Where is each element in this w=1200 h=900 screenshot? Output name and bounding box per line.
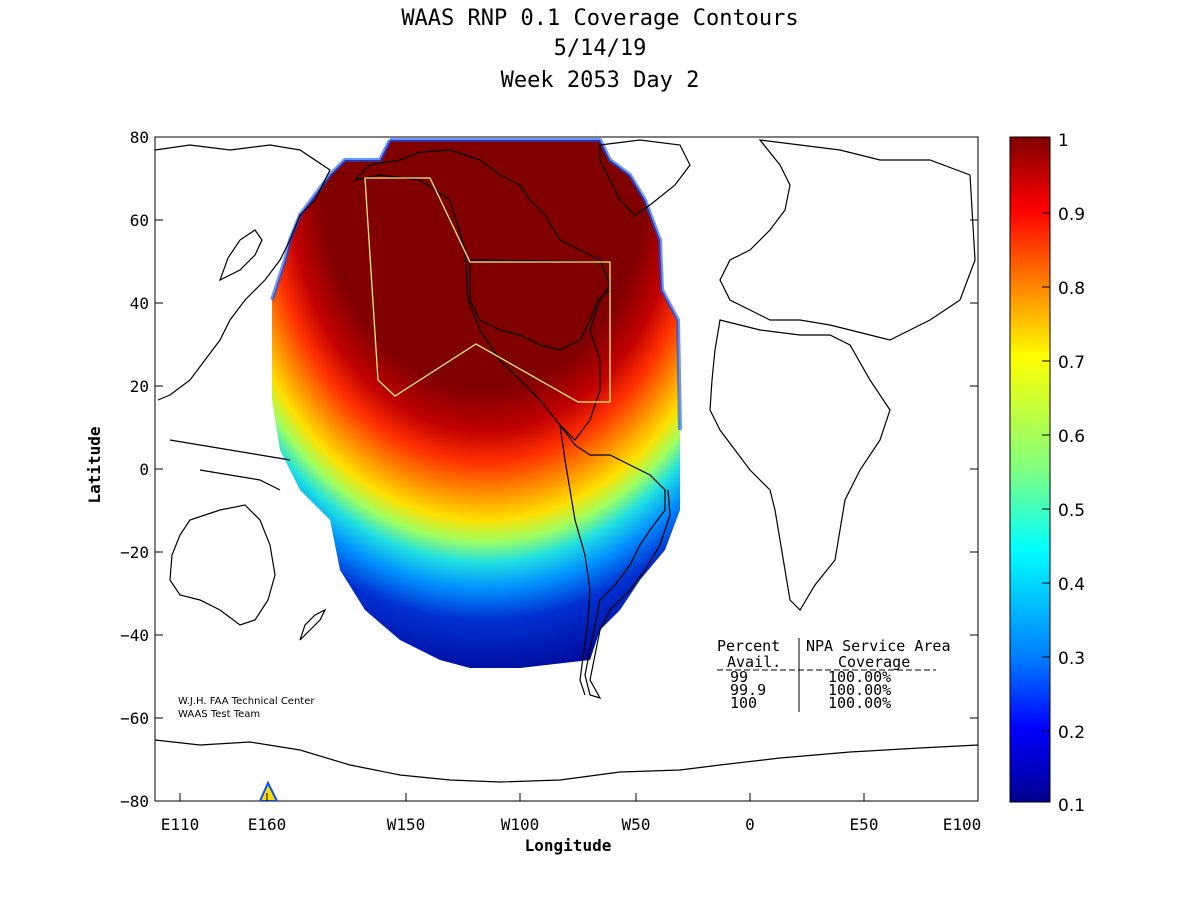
table-header-coverage: Coverage (838, 653, 910, 671)
chart-date: 5/14/19 (553, 36, 647, 61)
colorbar-tick-label: 0.4 (1058, 575, 1085, 595)
x-tick-label: W50 (622, 815, 651, 834)
x-axis-label: Longitude (525, 836, 612, 855)
waas-service-area-outline (364, 177, 611, 403)
y-axis-label: Latitude (85, 426, 104, 503)
table-header-npa: NPA Service Area (806, 637, 951, 655)
colorbar-tick-label: 0.9 (1058, 205, 1085, 225)
chart-title: WAAS RNP 0.1 Coverage Contours (401, 6, 799, 31)
chart-week-day: Week 2053 Day 2 (500, 68, 700, 93)
colorbar-tick-label: 0.1 (1058, 796, 1085, 816)
colorbar-tick-label: 0.5 (1058, 501, 1085, 521)
y-tick-label: −80 (120, 792, 149, 811)
x-tick-label: E50 (850, 815, 879, 834)
colorbar-tick-label: 0.7 (1058, 353, 1085, 373)
colorbar-tick-label: 0.2 (1058, 723, 1085, 743)
x-tick-label: W150 (387, 815, 426, 834)
y-tick-label: 80 (130, 128, 149, 147)
coverage-table: Percent NPA Service Area Avail. Coverage… (717, 637, 951, 712)
y-tick-label: −60 (120, 709, 149, 728)
x-tick-label: E110 (161, 815, 200, 834)
colorbar (1009, 136, 1051, 803)
colorbar-tick-label: 0.8 (1058, 279, 1085, 299)
x-tick-label: E100 (943, 815, 982, 834)
credit-line-2: WAAS Test Team (178, 709, 260, 720)
x-tick-label: E160 (248, 815, 287, 834)
table-row-coverage: 100.00% (828, 668, 891, 686)
coastlines (155, 139, 978, 783)
y-tick-marks (155, 136, 978, 802)
table-row-avail: 99 (730, 668, 748, 686)
coverage-contour-area (272, 140, 680, 668)
y-tick-label: 40 (130, 294, 149, 313)
table-row-avail: 100 (730, 694, 757, 712)
y-tick-label: −20 (120, 543, 149, 562)
colorbar-tick-label: 0.3 (1058, 649, 1085, 669)
table-row-avail: 99.9 (730, 681, 766, 699)
table-row-coverage: 100.00% (828, 694, 891, 712)
x-tick-marks (179, 793, 979, 801)
x-tick-label: W100 (501, 815, 540, 834)
colorbar-tick-marks (1042, 212, 1050, 732)
table-header-avail: Avail. (727, 653, 781, 671)
colorbar-tick-label: 1 (1058, 131, 1069, 151)
table-header-percent: Percent (717, 637, 780, 655)
table-row-coverage: 100.00% (828, 681, 891, 699)
colorbar-tick-label: 0.6 (1058, 427, 1085, 447)
coverage-spot (258, 780, 279, 801)
y-tick-label: 0 (139, 460, 149, 479)
x-tick-label: 0 (745, 815, 755, 834)
y-tick-label: −40 (120, 626, 149, 645)
credit-line-1: W.J.H. FAA Technical Center (178, 696, 315, 707)
y-tick-label: 60 (130, 211, 149, 230)
y-tick-label: 20 (130, 377, 149, 396)
